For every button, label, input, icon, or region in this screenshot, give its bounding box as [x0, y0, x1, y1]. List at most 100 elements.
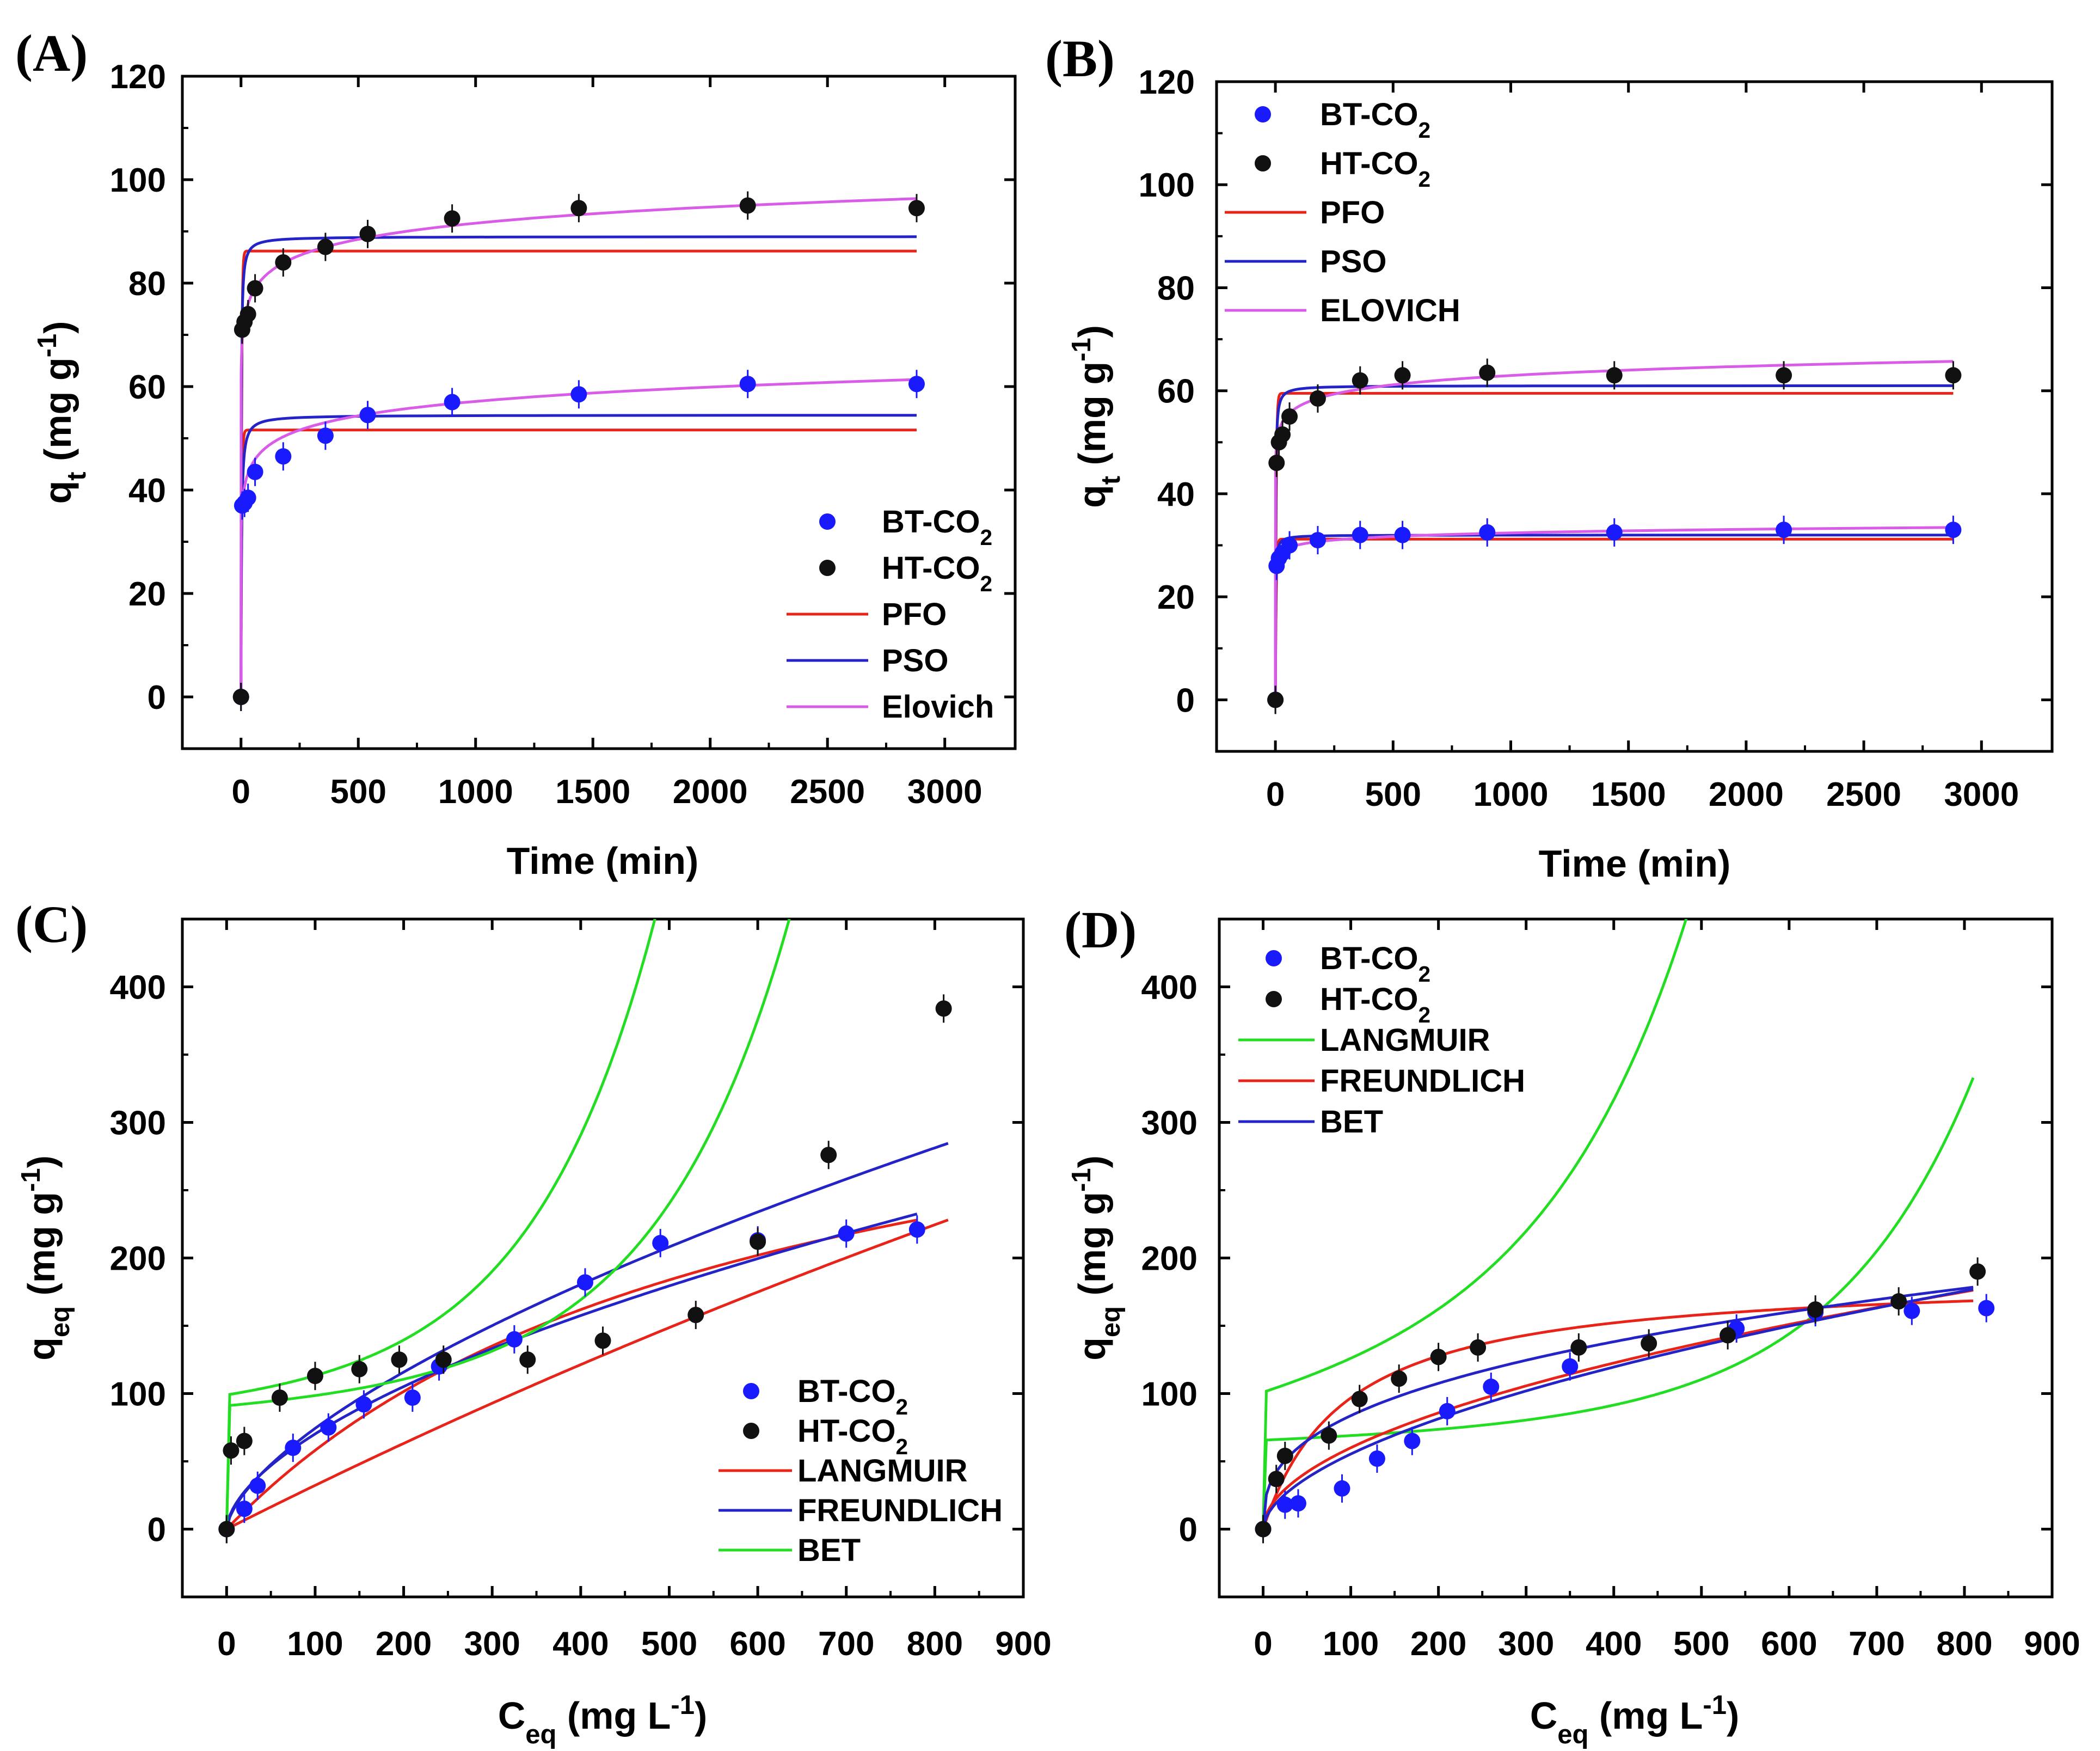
- panel-c-letter: (C): [15, 895, 88, 953]
- panel-d-legend-label-ht-co2: HT-CO2: [1320, 982, 1430, 1027]
- panel-c-point-ht-co2: [391, 1351, 408, 1368]
- panel-d-point-ht-co2: [1570, 1339, 1587, 1356]
- panel-d-curve-bet-1: [1262, 1285, 1974, 1529]
- panel-d-xtick-label: 400: [1586, 1625, 1642, 1663]
- panel-c-point-bt-co2: [355, 1396, 372, 1413]
- panel-a-xtick-label: 500: [330, 773, 386, 811]
- panel-a-legend-label-ht-co2: HT-CO2: [882, 550, 992, 596]
- panel-c-xtick-label: 500: [641, 1625, 697, 1663]
- panel-b-ytick-label: 120: [1139, 64, 1195, 101]
- panel-d-xtick-label: 500: [1673, 1625, 1729, 1663]
- panel-d-point-bt-co2: [1334, 1480, 1350, 1497]
- panel-c-curve-freundlich-2: [225, 1213, 918, 1530]
- panel-c-point-ht-co2: [750, 1233, 766, 1250]
- panel-a-point-ht-co2: [739, 197, 756, 214]
- panel-b-point-ht-co2: [1309, 390, 1326, 407]
- panel-c-curves: [225, 919, 949, 1530]
- panel-d-y-axis-title: qeq (mg g-1): [1067, 1155, 1126, 1361]
- panel-b-point-ht-co2: [1274, 426, 1291, 443]
- panel-b-point-bt-co2: [1394, 526, 1411, 543]
- panel-b-xtick-label: 2500: [1826, 776, 1901, 813]
- panel-c-point-ht-co2: [218, 1521, 235, 1538]
- panel-d-xtick-label: 100: [1323, 1625, 1379, 1663]
- panel-d-ytick-label: 200: [1141, 1240, 1198, 1278]
- panel-c-y-axis-title: qeq (mg g-1): [16, 1155, 75, 1361]
- panel-b-y-axis-title: qt (mg g-1): [1067, 325, 1126, 508]
- panel-a-point-ht-co2: [247, 280, 263, 297]
- panel-a-point-bt-co2: [359, 407, 376, 424]
- panel-d-xtick-label: 300: [1498, 1625, 1554, 1663]
- panel-a-ytick-label: 60: [128, 369, 166, 406]
- panel-a-xtick-label: 2000: [673, 773, 748, 811]
- panel-c-ytick-label: 0: [148, 1511, 166, 1549]
- panel-c-point-ht-co2: [687, 1307, 704, 1324]
- panel-a-curve-pso-1: [240, 235, 917, 697]
- panel-a: (A) 0 500 1000 1500 2000 2500 3000 0 20 40 60 80 100 1…: [15, 24, 1017, 882]
- panel-d-point-ht-co2: [1807, 1301, 1824, 1318]
- panel-c-xtick-label: 100: [287, 1625, 343, 1663]
- panel-d-curve-langmuir-1: [1262, 919, 1688, 1529]
- panel-a-xtick-label: 0: [232, 773, 250, 811]
- panel-a-point-bt-co2: [739, 376, 756, 393]
- panel-a-point-bt-co2: [240, 489, 256, 506]
- panel-b-point-ht-co2: [1606, 367, 1623, 384]
- panel-b-frame: [1215, 80, 2054, 753]
- panel-c-legend-label-langmuir: LANGMUIR: [797, 1453, 968, 1489]
- panel-c-point-bt-co2: [652, 1235, 669, 1252]
- panel-b-point-bt-co2: [1309, 532, 1326, 549]
- panel-b-xtick-label: 500: [1365, 776, 1421, 813]
- panel-a-legend-label-pso: PSO: [882, 643, 949, 678]
- panel-d-point-ht-co2: [1720, 1327, 1736, 1344]
- panel-c-xtick-label: 700: [818, 1625, 874, 1663]
- panel-a-legend-marker-ht-co2: [819, 560, 836, 576]
- panel-b-point-ht-co2: [1945, 367, 1962, 384]
- panel-b-legend-label-bt-co2: BT-CO2: [1320, 97, 1430, 143]
- panel-c: (C) 0 100 200 300 400 500 600 700 800 900 0 100 200 30…: [15, 895, 1052, 1749]
- panel-c-x-axis-title: Ceq (mg L-1): [498, 1691, 708, 1749]
- panel-b-ytick-label: 20: [1157, 579, 1195, 616]
- panel-c-legend-label-ht-co2: HT-CO2: [797, 1413, 908, 1459]
- panel-d-legend-label-bet: BET: [1320, 1104, 1383, 1140]
- panel-d-legend-label-bt-co2: BT-CO2: [1320, 941, 1430, 987]
- panel-c-point-bt-co2: [506, 1331, 523, 1348]
- panel-c-legend-label-bet: BET: [797, 1533, 861, 1568]
- panel-b-xtick-label: 1500: [1591, 776, 1666, 813]
- panel-a-point-ht-co2: [359, 225, 376, 242]
- panel-a-legend-marker-bt-co2: [819, 513, 836, 530]
- panel-b-curve-pso-2: [1274, 534, 1954, 700]
- panel-a-point-ht-co2: [444, 210, 460, 227]
- panel-b-legend-label-ht-co2: HT-CO2: [1320, 146, 1430, 192]
- panel-a-xtick-label: 1000: [438, 773, 513, 811]
- panel-a-ytick-label: 100: [110, 162, 166, 199]
- panel-d-curve-freundlich-1: [1262, 1299, 1974, 1530]
- panel-c-point-bt-co2: [404, 1389, 421, 1406]
- panel-d-curve-freundlich-2: [1262, 1289, 1974, 1530]
- panel-c-xtick-label: 400: [552, 1625, 609, 1663]
- panel-b-point-ht-co2: [1394, 367, 1411, 384]
- panel-c-point-ht-co2: [435, 1351, 452, 1368]
- panel-c-point-bt-co2: [838, 1225, 855, 1242]
- panel-b-point-bt-co2: [1352, 526, 1368, 543]
- panel-c-xtick-label: 900: [995, 1625, 1051, 1663]
- panel-a-legend-label-bt-co2: BT-CO2: [882, 504, 992, 550]
- panel-a-ytick-label: 80: [128, 265, 166, 303]
- panel-b-legend-label-pso: PSO: [1320, 244, 1387, 279]
- panel-c-point-bt-co2: [285, 1440, 302, 1456]
- panel-d-xtick-label: 600: [1761, 1625, 1817, 1663]
- panel-d-point-ht-co2: [1276, 1448, 1293, 1465]
- panel-c-legend-marker-bt-co2: [743, 1383, 759, 1399]
- panel-d-ytick-label: 100: [1141, 1376, 1198, 1413]
- panel-b-point-bt-co2: [1606, 524, 1623, 541]
- panel-d-point-ht-co2: [1391, 1370, 1408, 1387]
- panel-a-point-bt-co2: [247, 463, 263, 480]
- panel-b-legend-marker-ht-co2: [1255, 155, 1271, 172]
- panel-a-point-ht-co2: [240, 306, 256, 322]
- panel-b-point-bt-co2: [1945, 522, 1962, 538]
- panel-c-point-ht-co2: [223, 1442, 240, 1459]
- panel-b-point-ht-co2: [1268, 455, 1285, 472]
- panel-b-point-ht-co2: [1352, 372, 1368, 389]
- panel-a-ytick-label: 20: [128, 575, 166, 613]
